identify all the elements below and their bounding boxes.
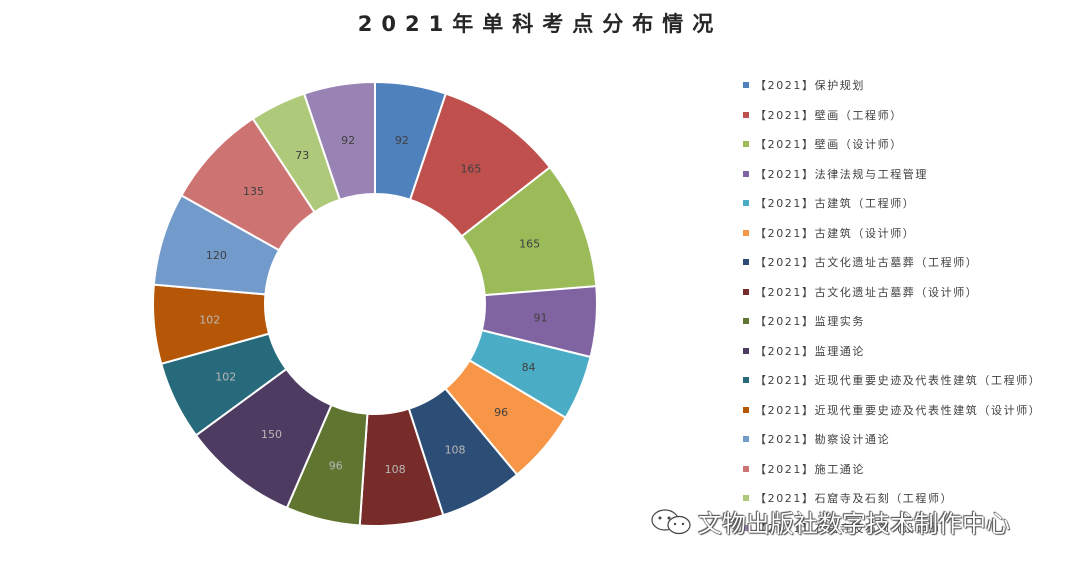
legend-swatch — [743, 200, 749, 206]
legend-label: 【2021】古建筑（工程师） — [755, 197, 916, 210]
legend-item: 【2021】古建筑（设计师） — [743, 224, 915, 242]
slice-value-label: 108 — [385, 463, 406, 476]
legend-label: 【2021】古文化遗址古墓葬（工程师） — [755, 256, 979, 269]
slice-value-label: 96 — [329, 459, 343, 472]
legend-item: 【2021】监理通论 — [743, 342, 865, 360]
legend-swatch — [743, 111, 749, 118]
legend-label: 【2021】监理实务 — [755, 315, 865, 328]
legend-label: 【2021】近现代重要史迹及代表性建筑（设计师） — [755, 403, 1042, 417]
legend-item: 【2021】壁画（工程师） — [743, 106, 903, 124]
legend-label: 【2021】法律法规与工程管理 — [755, 167, 928, 181]
legend-item: 【2021】勘察设计通论 — [743, 430, 890, 448]
legend-label: 【2021】古文化遗址古墓葬（设计师） — [755, 285, 979, 299]
donut-slice — [302, 80, 376, 202]
legend-label: 【2021】石窟寺及石刻（设计师） — [755, 521, 954, 535]
legend-swatch — [743, 170, 749, 177]
slice-value-label: 84 — [522, 361, 536, 374]
legend-label: 【2021】壁画（工程师） — [755, 108, 903, 122]
legend-item: 【2021】近现代重要史迹及代表性建筑（工程师） — [743, 371, 1041, 389]
watermark-text: 文物出版社数字技术制作中心 — [698, 510, 1010, 538]
legend-swatch — [743, 229, 749, 236]
slice-value-label: 150 — [261, 428, 282, 441]
legend-label: 【2021】石窟寺及石刻（工程师） — [755, 492, 954, 505]
legend-swatch — [743, 377, 749, 383]
slice-value-label: 102 — [199, 313, 220, 326]
legend-swatch — [743, 495, 749, 501]
legend-item: 【2021】法律法规与工程管理 — [743, 165, 928, 183]
chart-title: 2021年单科考点分布情况 — [357, 12, 723, 36]
legend-swatch — [743, 82, 749, 88]
legend-swatch — [743, 318, 749, 324]
legend-item: 【2021】石窟寺及石刻（设计师） — [743, 519, 953, 537]
legend-item: 【2021】石窟寺及石刻（工程师） — [743, 489, 953, 507]
slice-value-label: 73 — [295, 149, 309, 162]
legend-swatch — [743, 465, 749, 472]
slice-value-label: 96 — [494, 406, 508, 419]
legend-swatch — [743, 288, 749, 295]
slice-value-label: 165 — [460, 163, 481, 176]
legend-item: 【2021】监理实务 — [743, 312, 865, 330]
slice-value-label: 120 — [206, 249, 227, 262]
legend-swatch — [743, 436, 749, 442]
legend-swatch — [743, 141, 749, 147]
legend-label: 【2021】施工通论 — [755, 462, 865, 476]
legend-label: 【2021】监理通论 — [755, 344, 865, 358]
slice-value-label: 92 — [341, 134, 355, 147]
legend-label: 【2021】壁画（设计师） — [755, 138, 903, 151]
legend-item: 【2021】古文化遗址古墓葬（设计师） — [743, 283, 978, 301]
watermark: 文物出版社数字技术制作中心 — [650, 504, 1010, 539]
legend-item: 【2021】保护规划 — [743, 76, 865, 94]
legend-swatch — [743, 524, 749, 531]
legend-label: 【2021】保护规划 — [755, 79, 865, 92]
legend-swatch — [743, 347, 749, 354]
legend-swatch — [743, 259, 749, 265]
legend-label: 【2021】古建筑（设计师） — [755, 226, 916, 240]
legend-label: 【2021】勘察设计通论 — [755, 433, 891, 446]
legend-item: 【2021】壁画（设计师） — [743, 135, 903, 153]
legend-label: 【2021】近现代重要史迹及代表性建筑（工程师） — [755, 374, 1042, 387]
legend-item: 【2021】施工通论 — [743, 460, 865, 478]
slice-value-label: 165 — [519, 238, 540, 251]
legend-item: 【2021】古建筑（工程师） — [743, 194, 915, 212]
wechat-icon — [651, 508, 691, 534]
legend-item: 【2021】古文化遗址古墓葬（工程师） — [743, 253, 978, 271]
slice-value-label: 102 — [215, 371, 236, 384]
slice-value-label: 135 — [243, 185, 264, 198]
legend-item: 【2021】近现代重要史迹及代表性建筑（设计师） — [743, 401, 1041, 419]
legend-swatch — [743, 406, 749, 413]
slice-value-label: 92 — [395, 134, 409, 147]
slice-value-label: 91 — [533, 311, 547, 324]
slice-value-label: 108 — [445, 443, 466, 456]
